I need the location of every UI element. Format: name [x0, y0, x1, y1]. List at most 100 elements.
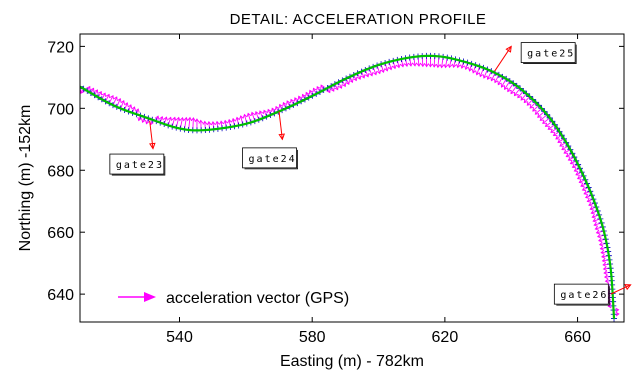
acceleration-vector-head: [580, 182, 585, 188]
acceleration-vector: [520, 93, 527, 101]
acceleration-vector: [547, 124, 556, 130]
y-tick-label: 660: [47, 225, 74, 242]
acceleration-vector-head: [239, 115, 244, 120]
acceleration-vector: [341, 80, 346, 87]
acceleration-vector-head: [464, 65, 469, 71]
acceleration-vector-head: [581, 186, 587, 192]
gate-annotation: gate25: [520, 42, 577, 64]
acceleration-vector-head: [408, 62, 413, 67]
acceleration-vector-head: [497, 81, 502, 86]
acceleration-vector-head: [171, 116, 177, 122]
gate-annotation: gate24: [242, 147, 298, 170]
gate-arrow-head: [505, 45, 512, 53]
acceleration-vector: [124, 102, 128, 111]
gate-annotation: gate26: [553, 283, 610, 306]
gate-label: gate26: [560, 290, 608, 301]
acceleration-vector-head: [598, 237, 603, 243]
acceleration-vector: [494, 74, 500, 83]
acceleration-vector-head: [510, 89, 515, 95]
gate-box: [553, 283, 609, 305]
acceleration-vector-head: [194, 118, 200, 123]
chart-title: DETAIL: ACCELERATION PROFILE: [230, 11, 487, 28]
acceleration-vector-head: [235, 116, 240, 121]
acceleration-vector: [559, 141, 567, 147]
acceleration-vector-head: [120, 100, 125, 105]
track-line: [80, 54, 616, 319]
acceleration-vector-head: [542, 119, 547, 124]
acceleration-vector-head: [267, 108, 272, 114]
acceleration-vector-head: [274, 105, 280, 111]
acceleration-vector-head: [372, 71, 378, 76]
acceleration-vector: [566, 152, 573, 157]
acceleration-vector: [535, 108, 542, 115]
acceleration-vector-head: [575, 171, 580, 176]
gate-arrow: [494, 46, 512, 72]
acceleration-vector: [487, 70, 492, 80]
acceleration-vector-head: [435, 63, 441, 69]
acceleration-vector: [545, 120, 553, 127]
acceleration-vector-head: [330, 87, 335, 92]
acceleration-vector-head: [223, 119, 228, 125]
acceleration-vector-head: [86, 85, 91, 91]
acceleration-vector: [372, 66, 377, 75]
acceleration-vector-head: [360, 74, 366, 79]
acceleration-vector: [539, 114, 548, 121]
acceleration-vector: [510, 85, 518, 94]
y-tick-label: 680: [47, 163, 74, 180]
acceleration-vector-head: [460, 64, 465, 69]
acceleration-vector-head: [97, 90, 103, 96]
acceleration-vector-head: [523, 98, 528, 104]
acceleration-vector-head: [431, 63, 437, 68]
acceleration-vector: [504, 80, 511, 90]
acceleration-vector: [583, 190, 591, 195]
acceleration-vector-head: [368, 72, 374, 77]
acceleration-vector-head: [320, 84, 325, 89]
acceleration-vector-head: [555, 135, 560, 140]
acceleration-vector-head: [569, 160, 575, 165]
axes: 540 580 620 660 640 660 680 700 720: [47, 34, 624, 346]
acceleration-vector-head: [210, 121, 216, 126]
acceleration-vector-head: [443, 64, 449, 69]
acceleration-vector: [247, 113, 252, 123]
acceleration-vector-head: [526, 101, 531, 106]
acceleration-vector-head: [206, 121, 212, 126]
gate-arrow: [610, 284, 631, 295]
acceleration-vector-head: [598, 241, 604, 247]
acceleration-vector: [476, 66, 481, 75]
legend-swatch-head: [144, 292, 156, 302]
acceleration-vector-head: [137, 116, 142, 122]
acceleration-vector-head: [198, 119, 204, 124]
acceleration-vector-head: [557, 138, 562, 144]
acceleration-vector-head: [486, 75, 491, 80]
acceleration-vector-head: [334, 86, 339, 91]
acceleration-vector-head: [388, 66, 393, 71]
gate-box-shadow: [523, 44, 577, 64]
acceleration-vector-head: [250, 111, 256, 117]
acceleration-vector-head: [163, 116, 168, 121]
acceleration-vector: [507, 83, 514, 92]
acceleration-vectors: [80, 55, 620, 317]
acceleration-vector-head: [159, 115, 164, 121]
acceleration-vector: [514, 88, 521, 96]
acceleration-vector-head: [105, 93, 110, 99]
acceleration-vector-head: [559, 142, 564, 147]
acceleration-vector-head: [416, 62, 422, 67]
acceleration-vector-head: [529, 104, 534, 109]
acceleration-vector-head: [500, 83, 505, 88]
acceleration-vector-head: [596, 233, 602, 239]
acceleration-vector-head: [586, 198, 591, 203]
acceleration-vector-head: [364, 73, 370, 78]
acceleration-vector-head: [504, 85, 509, 91]
acceleration-vector-head: [262, 109, 268, 115]
legend: acceleration vector (GPS): [118, 290, 349, 307]
acceleration-vector-head: [603, 270, 608, 276]
acceleration-vector-head: [451, 63, 457, 69]
acceleration-vector-head: [571, 163, 577, 169]
acceleration-vector: [479, 67, 485, 77]
x-tick-label: 580: [299, 329, 326, 346]
plot-frame: [79, 33, 625, 323]
acceleration-vector-head: [113, 96, 118, 101]
acceleration-vector-head: [439, 64, 445, 69]
acceleration-vector-head: [539, 116, 544, 121]
